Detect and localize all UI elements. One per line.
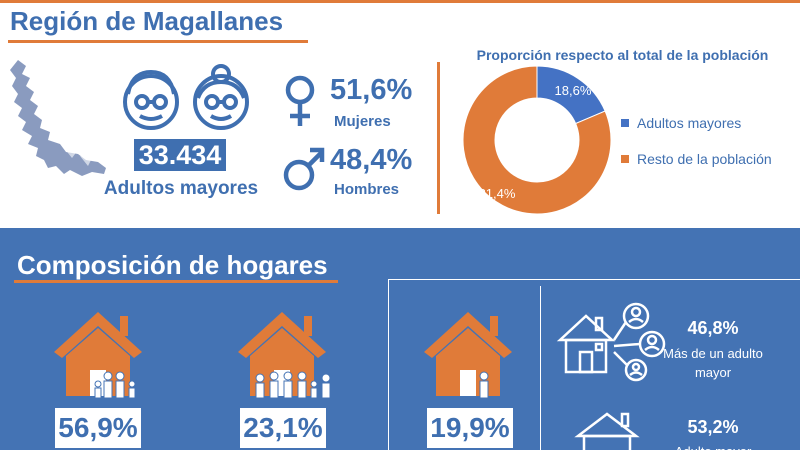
- chart-title: Proporción respecto al total de la pobla…: [476, 47, 769, 63]
- elderly-couple-icon: [123, 64, 249, 130]
- slice-rest: [462, 65, 612, 215]
- house-one-elderly-icon: [574, 412, 640, 450]
- men-percentage: 48,4%: [330, 144, 413, 176]
- legend-item-elderly: Adultos mayores: [621, 115, 741, 131]
- male-symbol-icon: [283, 147, 325, 191]
- title-underline: [8, 40, 308, 43]
- legend-label-rest: Resto de la población: [637, 151, 772, 167]
- one-elderly-description: Adulto mayor: [674, 444, 752, 459]
- multiple-elderly-percentage: 46,8%: [687, 318, 739, 338]
- page-title: Región de Magallanes: [10, 6, 284, 36]
- household-type-1-percentage: 56,9%: [55, 408, 141, 448]
- household-type-2-percentage: 23,1%: [240, 408, 326, 448]
- slice-elderly-label: 18,6%: [555, 83, 592, 98]
- legend-item-rest: Resto de la población: [621, 151, 772, 167]
- elderly-count: 33.434: [134, 139, 226, 171]
- breakdown-panel-divider: [540, 286, 541, 450]
- households-title-underline: [14, 280, 338, 283]
- house-extended-family-icon: [238, 312, 331, 399]
- slice-rest-label: 81,4%: [479, 186, 516, 201]
- multiple-elderly-description: Más de un adulto mayor: [663, 346, 763, 380]
- population-donut-chart: 18,6% 81,4%: [462, 65, 612, 215]
- elderly-count-label: Adultos mayores: [103, 178, 259, 199]
- region-map-icon: [10, 60, 106, 176]
- legend-label-elderly: Adultos mayores: [637, 115, 742, 131]
- section-divider: [437, 62, 440, 214]
- one-elderly-percentage: 53,2%: [687, 417, 739, 437]
- house-multiple-elderly-icon: [556, 302, 666, 382]
- household-type-3-percentage: 19,9%: [427, 408, 513, 448]
- legend-swatch-elderly: [621, 119, 629, 128]
- top-accent-bar: [0, 0, 800, 3]
- women-label: Mujeres: [334, 113, 391, 130]
- households-title: Composición de hogares: [17, 250, 328, 280]
- legend-swatch-rest: [621, 155, 629, 164]
- house-single-icon: [424, 312, 512, 399]
- female-symbol-icon: [285, 75, 315, 126]
- men-label: Hombres: [334, 181, 400, 198]
- house-family-icon: [54, 312, 142, 399]
- women-percentage: 51,6%: [330, 74, 413, 106]
